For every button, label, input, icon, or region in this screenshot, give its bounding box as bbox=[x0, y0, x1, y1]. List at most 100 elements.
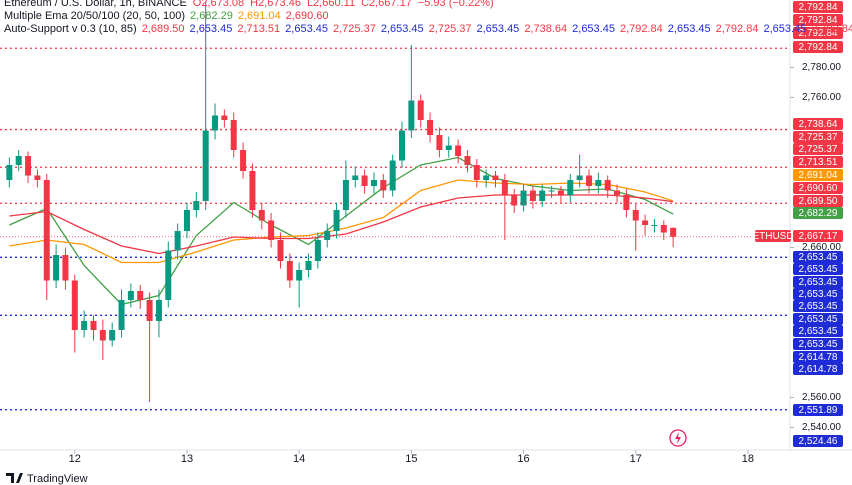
candle-body bbox=[212, 115, 219, 131]
candle bbox=[623, 189, 630, 218]
candle bbox=[183, 202, 190, 239]
price-tag-label: 2,653.45 bbox=[799, 326, 838, 337]
candle-body bbox=[324, 231, 331, 240]
candle bbox=[99, 319, 106, 360]
candle bbox=[81, 310, 88, 338]
candle-body bbox=[221, 115, 228, 120]
candle-body bbox=[90, 321, 97, 330]
candle-body bbox=[399, 130, 406, 161]
candle-body bbox=[529, 190, 536, 201]
candle-body bbox=[127, 291, 134, 300]
price-tag bbox=[793, 207, 843, 219]
candle-body bbox=[473, 165, 480, 180]
candle bbox=[305, 253, 312, 278]
price-tag bbox=[793, 27, 843, 39]
candle-body bbox=[539, 190, 546, 201]
candle bbox=[511, 189, 518, 213]
candle bbox=[174, 223, 181, 260]
icon-ring bbox=[669, 429, 687, 447]
price-tag-label: 2,713.51 bbox=[799, 157, 838, 168]
price-tag bbox=[793, 1, 843, 13]
price-tag-label: 2,690.60 bbox=[799, 183, 838, 194]
candle-body bbox=[436, 135, 443, 150]
candle-body bbox=[34, 175, 41, 180]
price-tag bbox=[793, 338, 843, 350]
candle-body bbox=[501, 180, 508, 195]
candle bbox=[604, 175, 611, 198]
candle bbox=[71, 274, 78, 353]
candle-body bbox=[99, 330, 106, 341]
candle-body bbox=[614, 190, 621, 195]
candle bbox=[417, 94, 424, 128]
candle-body bbox=[557, 190, 564, 195]
candle-body bbox=[305, 261, 312, 270]
price-tag bbox=[793, 131, 843, 143]
indicator-name: Auto-Support v 0.3 (10, 85) bbox=[4, 23, 137, 35]
symbol-tag bbox=[755, 230, 791, 242]
candle-body bbox=[240, 150, 247, 171]
candle-body bbox=[277, 240, 284, 261]
price-tag bbox=[793, 195, 843, 207]
candle bbox=[492, 171, 499, 188]
candle-body bbox=[183, 210, 190, 231]
lightning-icon[interactable] bbox=[669, 429, 687, 447]
y-tick-label: 2,540.00 bbox=[802, 422, 841, 433]
price-tag bbox=[793, 435, 843, 447]
indicator-value: 2,792.84 bbox=[716, 23, 759, 35]
x-tick-label: 13 bbox=[181, 453, 193, 465]
candle-body bbox=[511, 195, 518, 206]
candle-body bbox=[286, 261, 293, 281]
price-tag bbox=[793, 300, 843, 312]
candle bbox=[212, 103, 219, 140]
candle-body bbox=[137, 291, 144, 300]
indicator-value: 2,689.50 bbox=[142, 23, 185, 35]
indicator-value: 2,738.64 bbox=[524, 23, 567, 35]
candle bbox=[137, 285, 144, 309]
candle bbox=[324, 223, 331, 248]
indicator-value: 2,653.45 bbox=[668, 23, 711, 35]
candle-body bbox=[455, 145, 462, 156]
price-tag-label: 2,667.17 bbox=[799, 231, 838, 242]
candle bbox=[6, 157, 13, 188]
candle bbox=[660, 220, 667, 240]
candle-body bbox=[651, 225, 658, 226]
candle bbox=[576, 154, 583, 188]
price-tag bbox=[793, 169, 843, 181]
indicator-value: 2,653.45 bbox=[381, 23, 424, 35]
price-tag bbox=[793, 41, 843, 53]
x-tick-label: 18 bbox=[742, 453, 754, 465]
icon-bolt bbox=[675, 432, 681, 444]
candle bbox=[408, 45, 415, 138]
candle-body bbox=[352, 175, 359, 180]
candle bbox=[314, 232, 321, 269]
candle-body bbox=[314, 240, 321, 261]
candle bbox=[370, 172, 377, 194]
candle bbox=[436, 127, 443, 158]
x-tick-label: 14 bbox=[293, 453, 305, 465]
price-tag-label: 2,524.46 bbox=[799, 436, 838, 447]
candle-body bbox=[62, 255, 69, 281]
candle bbox=[258, 202, 265, 230]
candle-body bbox=[520, 190, 527, 206]
price-tag-label: 2,653.45 bbox=[799, 264, 838, 275]
price-tag bbox=[793, 156, 843, 168]
price-tag-label: 2,653.45 bbox=[799, 314, 838, 325]
candle-body bbox=[296, 270, 303, 281]
candle bbox=[230, 112, 237, 158]
candle-body bbox=[333, 210, 340, 231]
price-tag bbox=[793, 230, 843, 242]
candle bbox=[651, 219, 658, 233]
candle bbox=[333, 202, 340, 239]
ohlc-value: −5.93 (−0.22%) bbox=[418, 0, 494, 9]
price-tag-label: 2,653.45 bbox=[799, 289, 838, 300]
indicator-value: 2,682.29 bbox=[190, 10, 233, 22]
candle-body bbox=[595, 180, 602, 186]
price-tag bbox=[793, 288, 843, 300]
candle bbox=[34, 169, 41, 188]
x-tick-label: 15 bbox=[405, 453, 417, 465]
price-tag-label: 2,792.84 bbox=[799, 42, 838, 53]
price-tag bbox=[793, 276, 843, 288]
candle-body bbox=[380, 180, 387, 191]
candle bbox=[127, 283, 134, 308]
candle bbox=[240, 142, 247, 179]
